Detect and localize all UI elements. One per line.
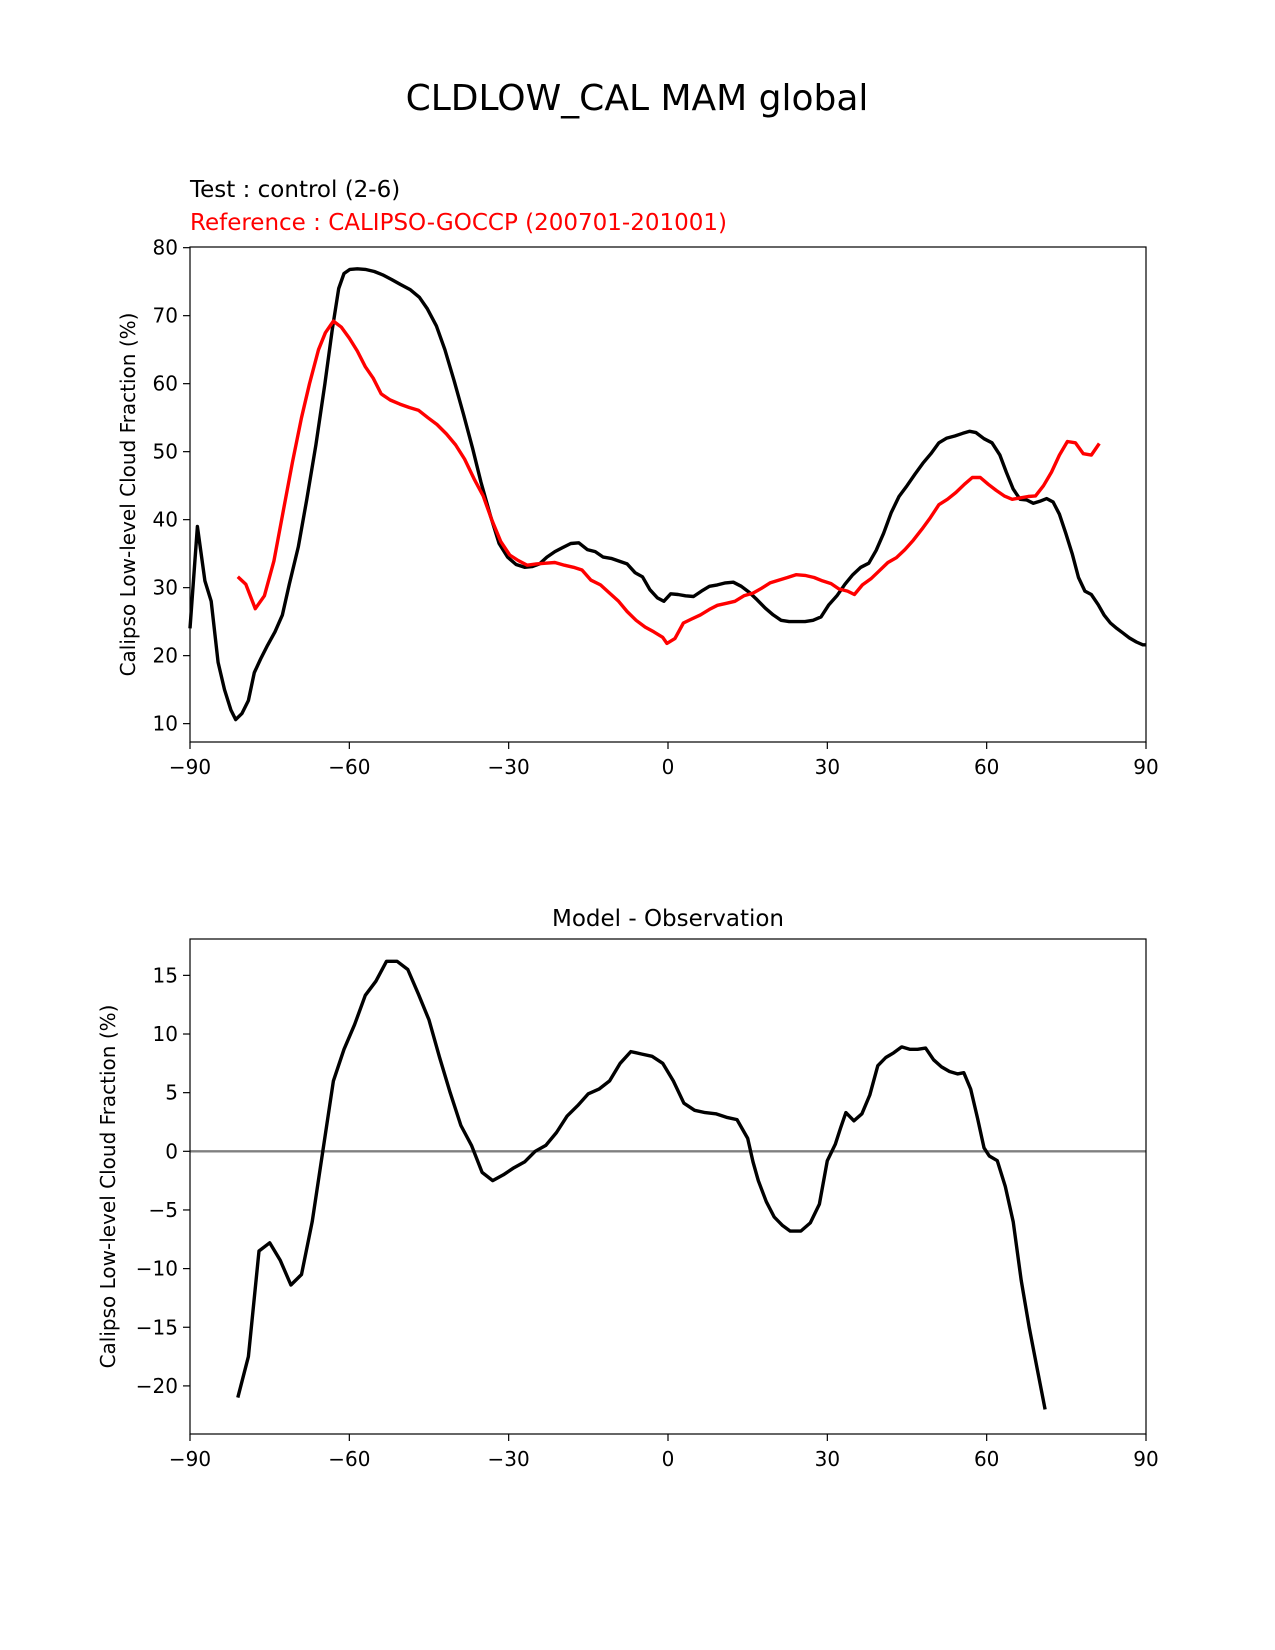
y-tick-label: 15	[153, 963, 178, 987]
y-tick-label: −20	[136, 1374, 178, 1398]
x-tick-label: 0	[662, 755, 675, 779]
reference-series-line	[236, 319, 1101, 646]
x-tick-label: 90	[1133, 1447, 1158, 1471]
bottom-chart-title: Model - Observation	[552, 906, 784, 932]
y-tick-label: −5	[149, 1198, 178, 1222]
y-tick-label: 70	[153, 304, 178, 328]
difference-series-line	[236, 959, 1047, 1410]
bottom-series	[236, 959, 1047, 1410]
y-tick-label: 40	[153, 508, 178, 532]
x-tick-label: 30	[815, 755, 840, 779]
y-tick-label: 10	[153, 712, 178, 736]
y-tick-label: 30	[153, 576, 178, 600]
y-tick-label: −15	[136, 1315, 178, 1339]
x-tick-label: −30	[488, 755, 530, 779]
bottom-y-axis-label: Calipso Low-level Cloud Fraction (%)	[96, 1005, 120, 1369]
x-tick-label: 0	[662, 1447, 675, 1471]
y-tick-label: 80	[153, 236, 178, 260]
x-tick-label: −30	[488, 1447, 530, 1471]
x-tick-label: 60	[974, 1447, 999, 1471]
bottom-plot-frame	[189, 938, 1147, 1435]
y-tick-label: 20	[153, 644, 178, 668]
y-tick-label: 5	[165, 1081, 178, 1105]
x-tick-label: −90	[169, 755, 211, 779]
figure-title: CLDLOW_CAL MAM global	[406, 78, 869, 119]
y-tick-label: 60	[153, 372, 178, 396]
x-tick-label: 60	[974, 755, 999, 779]
x-tick-label: −60	[328, 755, 370, 779]
top-ticks: −90 −60 −30 0 30 60 90 10 20 30 40 50 60 70 80	[153, 236, 1159, 779]
legend-reference-label: Reference : CALIPSO-GOCCP (200701-201001…	[190, 210, 727, 236]
y-tick-label: 0	[165, 1139, 178, 1163]
top-series	[188, 267, 1146, 722]
x-tick-label: −90	[169, 1447, 211, 1471]
legend-test-label: Test : control (2-6)	[189, 177, 400, 203]
top-chart: Test : control (2-6) Reference : CALIPSO…	[116, 177, 1159, 779]
x-tick-label: 90	[1133, 755, 1158, 779]
bottom-ticks: −90 −60 −30 0 30 60 90 −20 −15 −10 −5 0 5 10 15	[136, 963, 1159, 1471]
bottom-chart: Model - Observation −90 −60 −30 0 30 60 90−20−…	[96, 906, 1159, 1471]
y-tick-label: 50	[153, 440, 178, 464]
test-series-line	[188, 267, 1146, 722]
x-tick-label: 30	[815, 1447, 840, 1471]
x-tick-label: −60	[328, 1447, 370, 1471]
y-tick-label: −10	[136, 1257, 178, 1281]
y-tick-label: 10	[153, 1022, 178, 1046]
top-plot-frame	[189, 246, 1147, 743]
top-y-axis-label: Calipso Low-level Cloud Fraction (%)	[116, 313, 140, 677]
